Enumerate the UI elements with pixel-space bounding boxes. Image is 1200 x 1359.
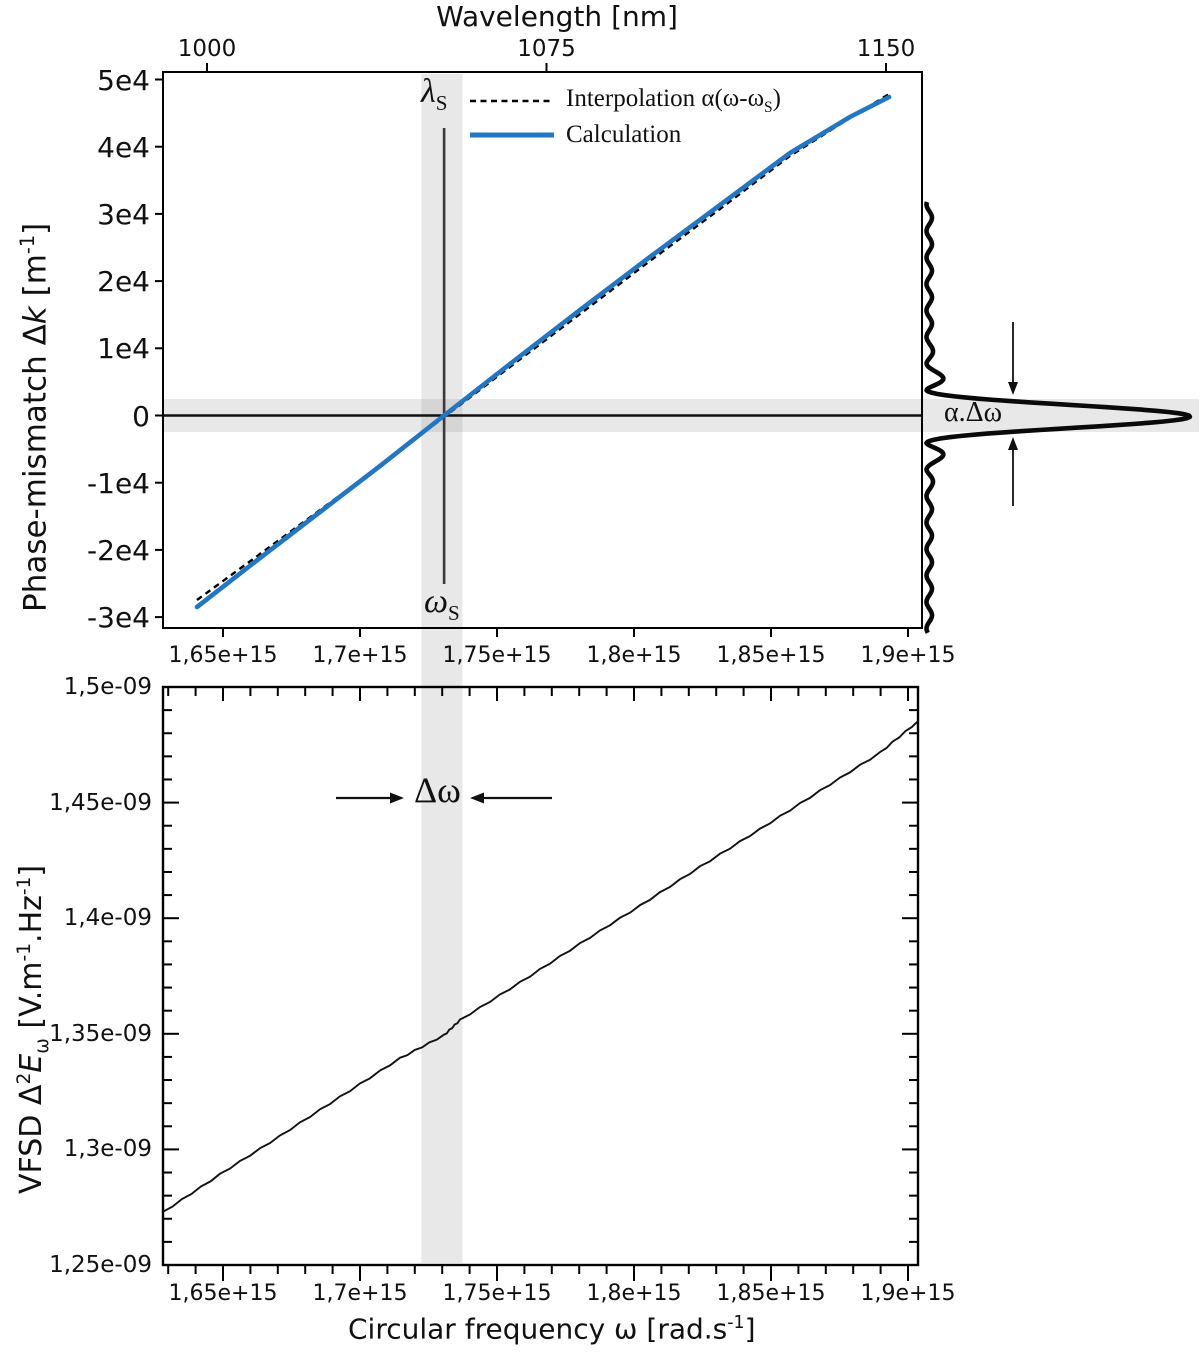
legend-solid-line-sample	[470, 132, 554, 138]
omega-tick-label-bottom-plot: 1,75e+15	[442, 1281, 552, 1306]
phase-mismatch-tick-label: 5e4	[97, 63, 150, 97]
omega-s-annotation: ωS	[424, 584, 460, 624]
omega-tick-label-bottom-plot: 1,9e+15	[860, 1281, 956, 1306]
bottom-x-axis-title: Circular frequency ω [rad.s-1]	[348, 1312, 756, 1346]
omega-tick-label-top-plot: 1,65e+15	[168, 643, 278, 668]
legend-label-post: )	[772, 84, 781, 112]
phase-mismatch-tick-label: 2e4	[97, 265, 150, 299]
top-plot-frame	[162, 71, 923, 629]
omega-base: ω	[424, 583, 449, 620]
phase-mismatch-tick-label: -1e4	[87, 466, 150, 500]
bottom-plot-frame	[161, 685, 920, 1267]
phase-mismatch-tick-label: 4e4	[97, 130, 150, 164]
vfsd-tick-label: 1,4e-09	[63, 905, 152, 932]
vfsd-var: E	[14, 1053, 49, 1073]
arrowhead-up-icon	[1008, 437, 1018, 450]
legend: Interpolation α(ω-ωS) Calculation	[468, 84, 781, 152]
legend-label-interpolation: Interpolation α(ω-ωS)	[566, 84, 781, 116]
omega-tick-label-top-plot: 1,8e+15	[586, 643, 682, 668]
legend-item-interpolation: Interpolation α(ω-ωS)	[468, 84, 781, 118]
phase-mismatch-tick-label: 0	[132, 399, 150, 433]
omega-sub: S	[448, 600, 460, 625]
alpha-delta-omega-annotation: α.Δω	[944, 397, 1003, 428]
legend-label-pre: Interpolation α(ω-ω	[566, 84, 765, 112]
legend-label-sub: S	[764, 98, 773, 116]
omega-tick-label-bottom-plot: 1,7e+15	[312, 1281, 408, 1306]
wavelength-tick-label: 1150	[856, 36, 916, 62]
calculation-line	[194, 94, 892, 610]
vfsd-tick-label: 1,25e-09	[49, 1252, 152, 1278]
spectral-peak-curve	[924, 200, 1193, 634]
y-title-var: k	[17, 306, 54, 325]
legend-dashed-line-sample	[470, 99, 554, 103]
arrowhead-left-icon	[470, 792, 484, 804]
vfsd-tick-label: 1,3e-09	[63, 1136, 152, 1163]
omega-tick-label-top-plot: 1,7e+15	[312, 643, 408, 668]
omega-tick-label-top-plot: 1,9e+15	[860, 643, 956, 668]
vfsd-tick-label: 1,5e-09	[63, 674, 152, 700]
omega-tick-label-bottom-plot: 1,8e+15	[586, 1281, 682, 1306]
wavelength-tick-label: 1000	[177, 36, 237, 62]
vfsd-tick-label: 1,35e-09	[49, 1020, 152, 1047]
legend-item-calculation: Calculation	[468, 118, 781, 152]
vfsd-line	[162, 720, 919, 1213]
wavelength-tick-label: 1075	[517, 36, 576, 62]
phase-mismatch-tick-label: -3e4	[87, 601, 150, 635]
omega-tick-label-bottom-plot: 1,85e+15	[716, 1281, 826, 1306]
omega-tick-label-top-plot: 1,75e+15	[442, 643, 552, 668]
delta-omega-annotation: Δω	[414, 770, 461, 810]
signal-band-vertical	[421, 74, 463, 1263]
top-x-axis-title: Wavelength [nm]	[436, 0, 678, 33]
lambda-base: λ	[421, 73, 436, 110]
vfsd-sup3: -1	[14, 876, 35, 896]
vfsd-post: ]	[14, 864, 49, 877]
phase-mismatch-tick-label: -2e4	[87, 533, 150, 567]
vfsd-tick-label: 1,45e-09	[49, 789, 152, 816]
xtitle-pre: Circular frequency ω [rad.s	[348, 1312, 728, 1346]
phase-mismatch-tick-label: 3e4	[97, 197, 150, 231]
arrowhead-right-icon	[390, 792, 404, 804]
arrowhead-down-icon	[1008, 382, 1018, 395]
omega-tick-label-bottom-plot: 1,65e+15	[168, 1281, 278, 1306]
phase-mismatch-tick-label: 1e4	[97, 332, 150, 366]
legend-label-calculation: Calculation	[566, 120, 682, 148]
vfsd-sup1: 2	[14, 1072, 35, 1085]
xtitle-post: ]	[744, 1312, 756, 1346]
omega-tick-label-top-plot: 1,85e+15	[716, 643, 826, 668]
lambda-sub: S	[435, 90, 448, 115]
vfsd-sup2: -1	[14, 942, 35, 962]
xtitle-sup: -1	[727, 1313, 745, 1333]
lambda-s-annotation: λS	[421, 74, 447, 114]
y-title-sup: -1	[16, 234, 39, 255]
